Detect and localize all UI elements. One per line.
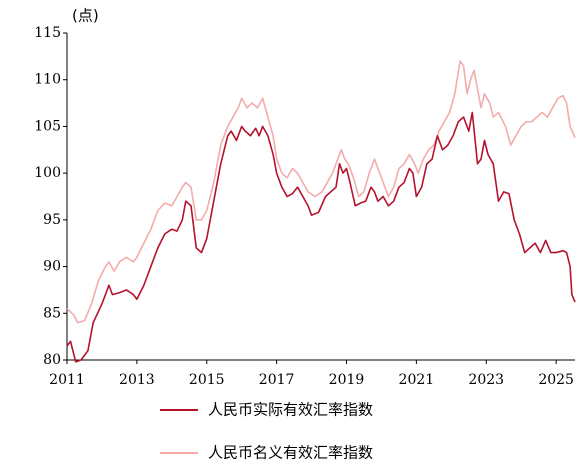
x-tick-label: 2011 [49, 372, 85, 388]
series-line [66, 111, 576, 363]
x-tick-label: 2017 [259, 372, 295, 388]
y-tick-label: 110 [34, 72, 61, 88]
y-tick-label: 105 [34, 118, 61, 134]
x-tick-label: 2023 [468, 372, 504, 388]
x-tick-label: 2021 [399, 372, 435, 388]
x-tick-label: 2015 [189, 372, 225, 388]
unit-label: (点) [72, 7, 99, 25]
y-tick-label: 90 [43, 259, 61, 275]
y-tick-label: 115 [34, 25, 61, 41]
y-tick-label: 100 [34, 165, 61, 181]
y-tick-label: 80 [43, 352, 61, 368]
legend-label: 人民币实际有效汇率指数 [208, 401, 373, 419]
legend-label: 人民币名义有效汇率指数 [208, 444, 373, 462]
series-line [66, 60, 576, 324]
y-tick-label: 95 [43, 212, 61, 228]
x-tick-label: 2025 [538, 372, 574, 388]
y-tick-label: 85 [43, 305, 61, 321]
x-tick-label: 2013 [119, 372, 155, 388]
x-tick-label: 2019 [329, 372, 365, 388]
